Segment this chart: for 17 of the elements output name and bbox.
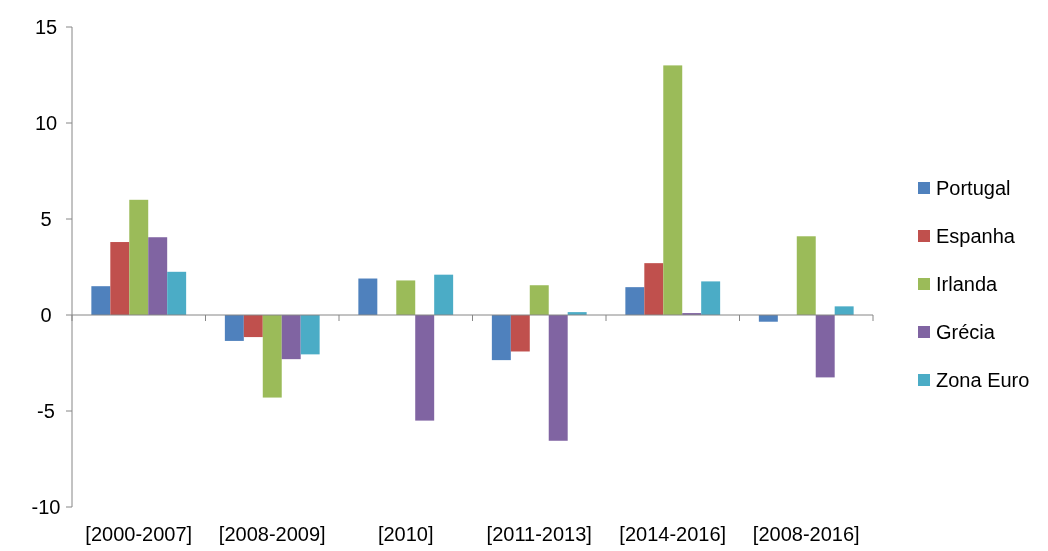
y-tick-label: 15: [34, 16, 58, 38]
y-tick-label: 10: [34, 112, 58, 134]
legend-label: Grécia: [936, 321, 996, 343]
legend-label: Irlanda: [936, 273, 999, 295]
y-tick-label: 0: [40, 304, 52, 326]
legend-label: Portugal: [936, 177, 1011, 199]
x-tick-label: [2008-2009]: [218, 523, 326, 545]
x-tick-label: [2000-2007]: [85, 523, 193, 545]
x-tick-label: [2011-2013]: [486, 523, 592, 545]
x-tick-label: [2008-2016]: [752, 523, 860, 545]
x-tick-label: [2014-2016]: [619, 523, 727, 545]
y-tick-label: 5: [40, 208, 52, 230]
legend-label: Espanha: [936, 225, 1016, 247]
x-tick-label: [2010]: [377, 523, 434, 545]
legend-label: Zona Euro: [936, 369, 1030, 391]
y-tick-label: -5: [37, 400, 55, 422]
y-tick-label: -10: [31, 496, 61, 518]
